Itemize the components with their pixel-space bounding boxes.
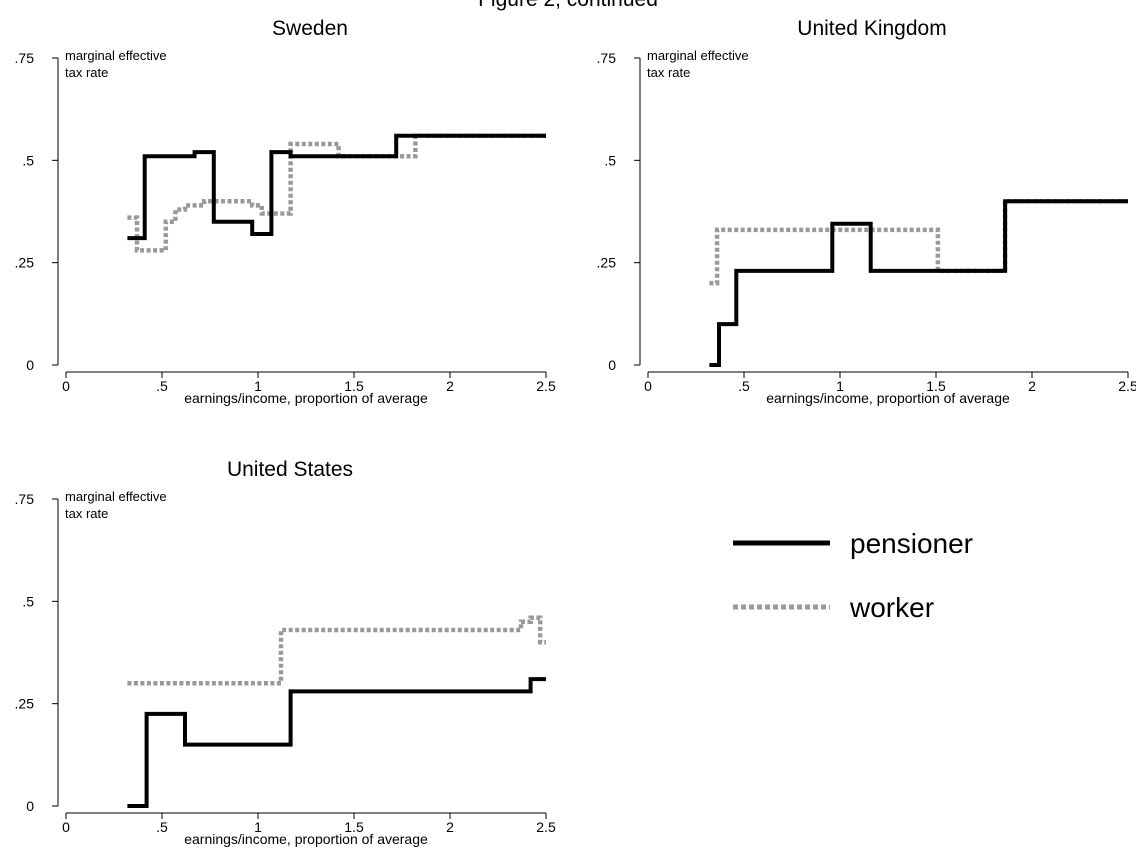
y-axis-label-line1: marginal effective (647, 48, 749, 63)
panel-sweden: Sweden 0 .25 .5 .75 0 .5 1 1.5 2 2.5 earnings/incom… (15, 17, 556, 406)
x-tick-label: 2 (446, 378, 454, 394)
x-tick-label: 0 (644, 378, 652, 394)
series-line-pensioner (127, 133, 546, 241)
y-tick-label: 0 (608, 357, 616, 373)
x-tick-label: 1.5 (344, 819, 364, 835)
x-axis-label: earnings/income, proportion of average (184, 831, 428, 847)
y-axis-label-line2: tax rate (647, 65, 690, 80)
legend-label-worker: worker (849, 592, 934, 623)
x-tick-label: 2 (1028, 378, 1036, 394)
y-axis-label-line1: marginal effective (65, 48, 167, 63)
series-line-worker (127, 615, 546, 686)
panel-title: Sweden (272, 17, 348, 40)
y-tick-label: 0 (26, 798, 34, 814)
x-tick-label: 1.5 (344, 378, 364, 394)
x-axis-label: earnings/income, proportion of average (766, 390, 1010, 406)
panel-united-states: United States 0 .25 .5 .75 0 .5 1 1.5 2 2.5 earning… (15, 458, 556, 847)
legend: pensioner worker (733, 528, 973, 623)
y-tick-label: .25 (15, 255, 35, 271)
x-tick-label: 2.5 (536, 378, 556, 394)
x-tick-label: 0 (62, 378, 70, 394)
x-tick-label: 2.5 (536, 819, 556, 835)
x-tick-label: 1.5 (926, 378, 946, 394)
y-axis-label-line2: tax rate (65, 65, 108, 80)
series-line-worker (709, 199, 1128, 286)
y-tick-label: .5 (604, 152, 616, 168)
x-axis-label: earnings/income, proportion of average (184, 390, 428, 406)
y-tick-label: .75 (15, 50, 35, 66)
x-tick-label: 1 (836, 378, 844, 394)
series-line-worker (127, 133, 546, 253)
x-tick-label: .5 (156, 378, 168, 394)
y-tick-label: .75 (15, 491, 35, 507)
x-tick-label: 1 (254, 819, 262, 835)
y-tick-label: .25 (15, 696, 35, 712)
y-axis-label-line1: marginal effective (65, 489, 167, 504)
panel-title: United States (227, 458, 353, 481)
panel-title: United Kingdom (797, 17, 946, 40)
y-tick-label: 0 (26, 357, 34, 373)
x-tick-label: 0 (62, 819, 70, 835)
x-tick-label: .5 (738, 378, 750, 394)
y-axis-label-line2: tax rate (65, 506, 108, 521)
panel-united-kingdom: United Kingdom 0 .25 .5 .75 0 .5 1 1.5 2 2.5 earnin… (597, 17, 1136, 406)
y-tick-label: .5 (22, 593, 34, 609)
x-tick-label: 1 (254, 378, 262, 394)
figure-title: Figure 2, continued (478, 0, 658, 11)
x-tick-label: 2.5 (1118, 378, 1136, 394)
y-tick-label: .5 (22, 152, 34, 168)
x-tick-label: .5 (156, 819, 168, 835)
y-tick-label: .75 (597, 50, 617, 66)
series-line-pensioner (127, 677, 546, 808)
series-line-pensioner (709, 199, 1128, 367)
x-tick-label: 2 (446, 819, 454, 835)
legend-label-pensioner: pensioner (850, 528, 973, 559)
y-tick-label: .25 (597, 255, 617, 271)
